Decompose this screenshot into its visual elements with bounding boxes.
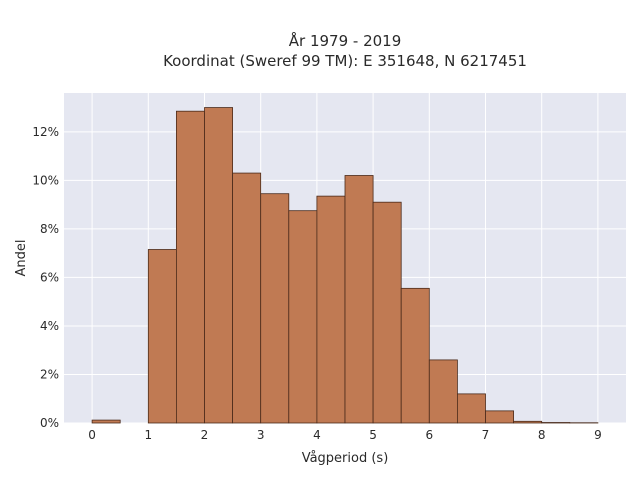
x-tick-label: 5 [369,428,377,442]
y-tick-label: 6% [40,270,59,284]
chart-title-line1: År 1979 - 2019 [289,31,402,50]
x-tick-label: 1 [144,428,152,442]
y-tick-labels: 0% 2% 4% 6% 8% 10% 12% [32,125,59,430]
histogram-bar [91,419,121,424]
y-tick-label: 2% [40,367,59,381]
histogram-bar [372,201,402,424]
histogram-bar [428,359,458,424]
y-tick-label: 12% [32,125,59,139]
histogram-bar [232,172,262,424]
bars [91,107,599,424]
x-tick-label: 0 [88,428,96,442]
x-tick-label: 9 [594,428,602,442]
y-tick-label: 10% [32,173,59,187]
histogram-bar [456,393,486,424]
x-axis-label: Vågperiod (s) [302,451,389,466]
y-tick-label: 8% [40,222,59,236]
histogram-bar [344,175,374,424]
x-tick-label: 7 [482,428,490,442]
x-tick-label: 2 [201,428,209,442]
histogram-bar [260,193,290,424]
histogram-bar [485,410,515,424]
histogram-bar [175,110,205,424]
x-tick-label: 4 [313,428,321,442]
x-tick-label: 8 [538,428,546,442]
x-tick-label: 3 [257,428,265,442]
x-tick-label: 6 [425,428,433,442]
histogram-bar [316,195,346,424]
y-tick-label: 0% [40,416,59,430]
histogram-bar [513,420,543,424]
histogram-bar [204,107,234,424]
x-tick-labels: 0 1 2 3 4 5 6 7 8 9 [88,428,601,442]
chart-title-line2: Koordinat (Sweref 99 TM): E 351648, N 62… [163,52,527,70]
histogram-bar [400,287,430,424]
histogram-bar [288,210,318,424]
histogram-bar [147,249,177,424]
y-tick-label: 4% [40,319,59,333]
y-axis-label: Andel [14,240,29,277]
